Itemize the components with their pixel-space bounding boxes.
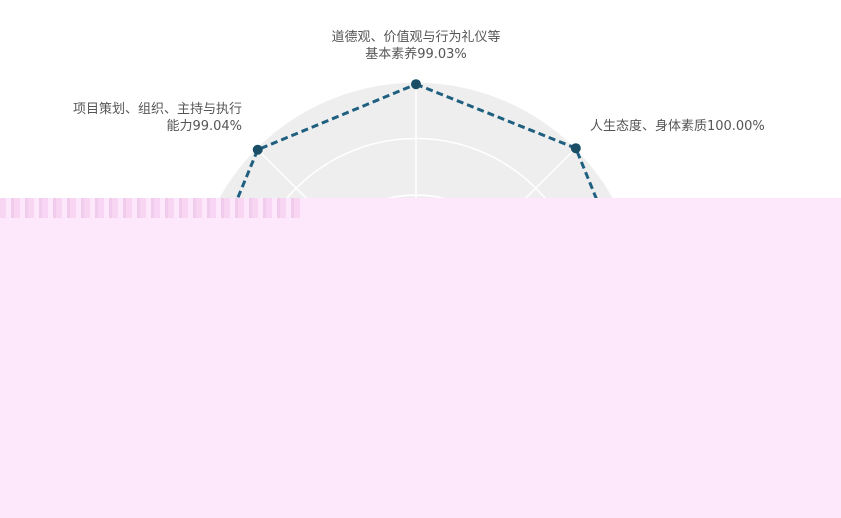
axis-label-1: 道德观、价值观与行为礼仪等基本素养99.03%: [331, 29, 500, 62]
axis-label-2: 人生态度、身体素质100.00%: [590, 118, 765, 134]
axis-label-8: 项目策划、组织、主持与执行能力99.04%: [73, 101, 242, 134]
obscuring-overlay: [0, 198, 841, 518]
axis-label-line: 基本素养99.03%: [365, 46, 467, 62]
data-point-1: [411, 79, 421, 90]
glitch-strip: [0, 198, 300, 218]
axis-label-line: 能力99.04%: [166, 119, 242, 134]
data-point-2: [570, 143, 581, 154]
axis-label-line: 项目策划、组织、主持与执行: [73, 101, 242, 117]
axis-label-line: 道德观、价值观与行为礼仪等: [331, 29, 500, 45]
axis-label-line: 人生态度、身体素质100.00%: [590, 118, 765, 134]
data-point-8: [252, 144, 263, 155]
